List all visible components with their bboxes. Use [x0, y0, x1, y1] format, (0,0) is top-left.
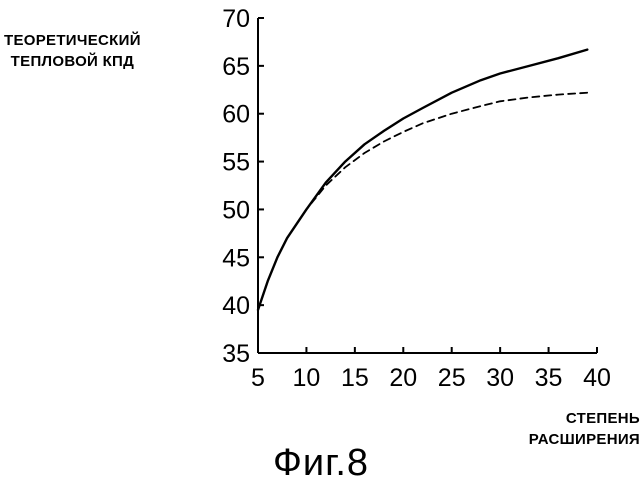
- y-axis-label-line-1: ТЕОРЕТИЧЕСКИЙ: [4, 32, 141, 49]
- x-tick-label: 15: [341, 364, 369, 392]
- x-axis-label: СТЕПЕНЬ РАСШИРЕНИЯ: [529, 408, 640, 450]
- x-tick-label: 25: [438, 364, 466, 392]
- y-tick-label: 60: [222, 101, 250, 129]
- figure-caption: Фиг.8: [272, 442, 370, 484]
- solid-series-line: [256, 48, 589, 312]
- y-axis-label-line-2: ТЕПЛОВОЙ КПД: [10, 53, 135, 70]
- x-tick-label: 35: [535, 364, 563, 392]
- y-axis-label: ТЕОРЕТИЧЕСКИЙ ТЕПЛОВОЙ КПД: [4, 30, 141, 72]
- y-tick-label: 65: [222, 53, 250, 81]
- x-axis-label-line-1: СТЕПЕНЬ: [565, 410, 640, 427]
- y-tick-label: 55: [222, 149, 250, 177]
- y-tick-label: 35: [222, 340, 250, 368]
- x-axis-label-line-2: РАСШИРЕНИЯ: [528, 431, 640, 448]
- y-tick-label: 50: [222, 196, 250, 224]
- x-tick-label: 20: [389, 364, 417, 392]
- x-tick-label: 5: [251, 364, 265, 392]
- x-tick-label: 10: [293, 364, 321, 392]
- y-tick-label: 40: [222, 292, 250, 320]
- dashed-series-line: [257, 91, 589, 311]
- x-tick-label: 30: [486, 364, 514, 392]
- y-tick-label: 45: [222, 244, 250, 272]
- line-chart: 35 40 45 50 55 60 65 70 5 10 15 20 25 30 35 40: [222, 5, 611, 392]
- x-tick-label: 40: [583, 364, 611, 392]
- y-tick-label: 70: [222, 5, 250, 33]
